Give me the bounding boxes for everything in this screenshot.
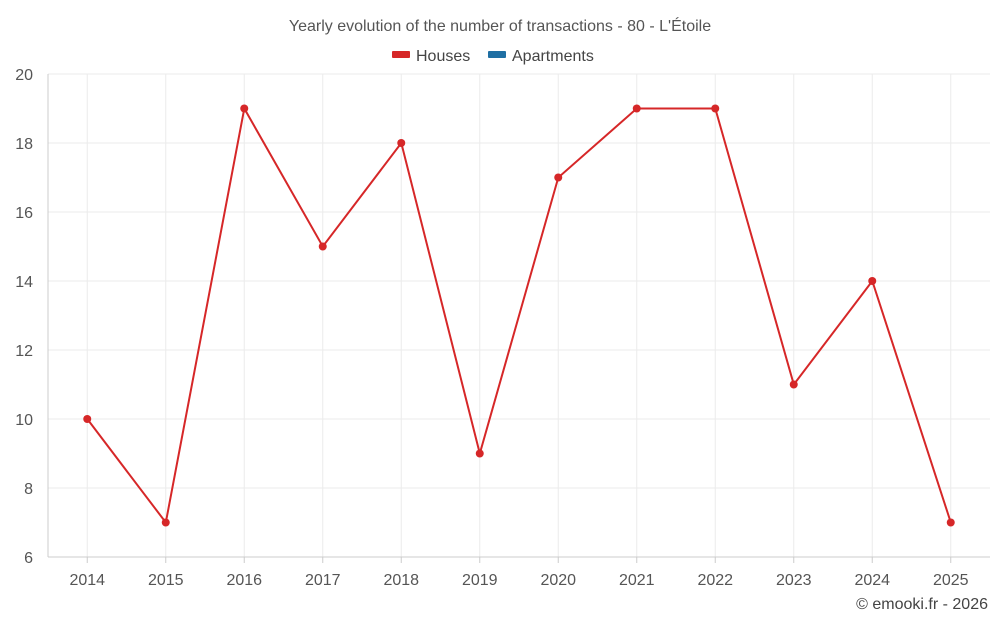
data-point[interactable] <box>632 104 641 113</box>
gridlines <box>48 73 990 557</box>
y-tick-label: 10 <box>15 412 33 429</box>
x-tick-label: 2024 <box>854 572 890 589</box>
data-point[interactable] <box>554 173 563 182</box>
x-tick-label: 2018 <box>383 572 419 589</box>
y-tick-label: 14 <box>15 274 33 291</box>
series-line-houses <box>86 105 952 525</box>
x-tick-label: 2016 <box>226 572 262 589</box>
legend: Houses Apartments <box>392 48 594 65</box>
y-tick-label: 16 <box>15 205 33 222</box>
legend-swatch-apartments[interactable] <box>488 51 506 58</box>
legend-swatch-houses[interactable] <box>392 51 410 58</box>
series-houses <box>83 104 955 527</box>
y-tick-label: 12 <box>15 343 33 360</box>
x-tick-label: 2020 <box>540 572 576 589</box>
y-tick-label: 20 <box>15 67 33 84</box>
data-point[interactable] <box>868 277 877 285</box>
credit-text: © emooki.fr - 2026 <box>856 596 988 613</box>
data-point[interactable] <box>946 518 955 527</box>
y-tick-label: 8 <box>24 481 33 498</box>
y-axis-ticks: 6 8 10 12 14 16 18 20 <box>15 67 33 567</box>
x-tick-label: 2019 <box>462 572 498 589</box>
x-tick-label: 2014 <box>69 572 105 589</box>
data-point[interactable] <box>789 380 798 389</box>
data-point[interactable] <box>711 104 720 113</box>
y-tick-label: 6 <box>24 550 33 567</box>
legend-label-apartments[interactable]: Apartments <box>512 48 594 65</box>
data-point[interactable] <box>318 242 327 251</box>
data-point[interactable] <box>161 518 170 527</box>
data-point[interactable] <box>475 449 484 458</box>
x-tick-label: 2025 <box>933 572 969 589</box>
x-axis-ticks: 2014 2015 2016 2017 2018 2019 2020 2021 2022 2023… <box>69 572 968 589</box>
axes <box>47 74 990 563</box>
x-tick-label: 2023 <box>776 572 812 589</box>
x-tick-label: 2017 <box>305 572 341 589</box>
x-tick-label: 2015 <box>148 572 184 589</box>
data-point[interactable] <box>83 415 92 423</box>
data-point[interactable] <box>397 139 406 147</box>
data-point[interactable] <box>240 104 249 113</box>
x-tick-label: 2022 <box>697 572 733 589</box>
chart-title: Yearly evolution of the number of transa… <box>289 16 711 35</box>
y-tick-label: 18 <box>15 136 33 153</box>
legend-label-houses[interactable]: Houses <box>416 48 470 65</box>
x-tick-label: 2021 <box>619 572 655 589</box>
